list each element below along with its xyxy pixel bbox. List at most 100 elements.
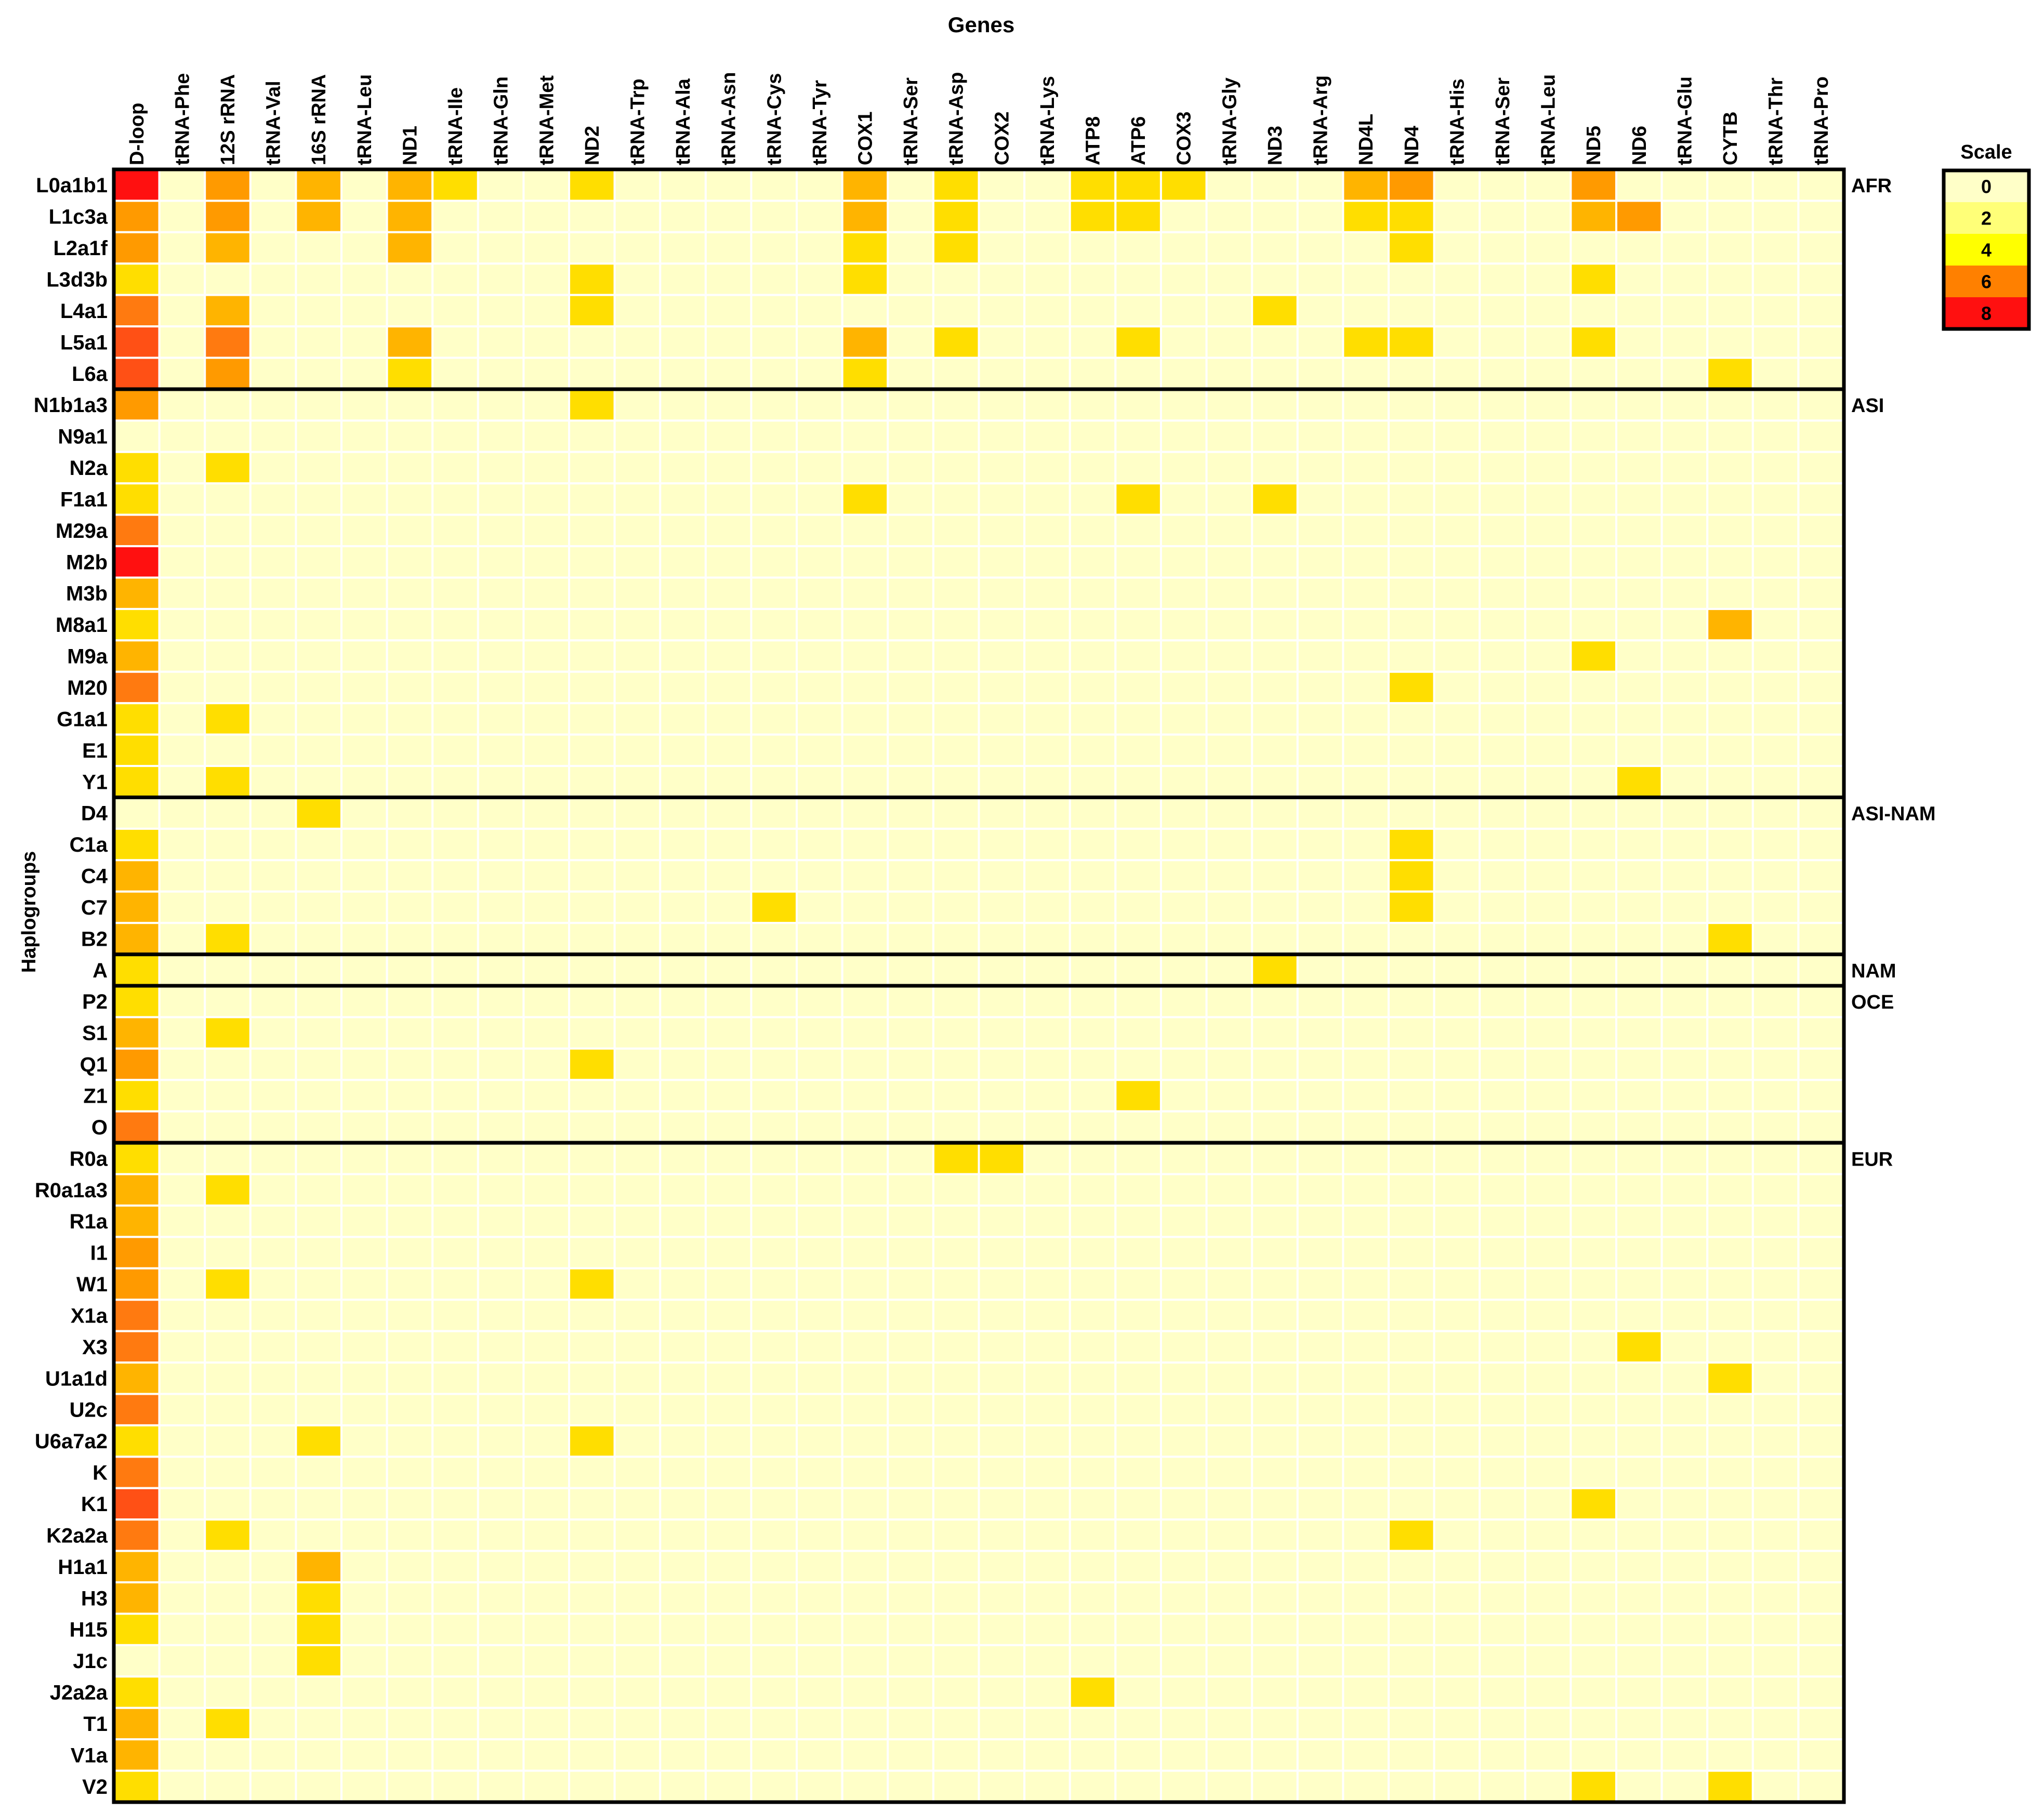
- heatmap-cell: [1751, 1330, 1800, 1364]
- column-label: tRNA-Ile: [445, 87, 467, 165]
- heatmap-cell: [522, 451, 571, 485]
- heatmap-cell: [431, 607, 479, 642]
- heatmap-cell: [1114, 1393, 1162, 1426]
- heatmap-cell: [887, 1393, 934, 1426]
- heatmap-cell: [1479, 451, 1526, 485]
- heatmap-cell: [113, 1456, 161, 1489]
- heatmap-cell: [1387, 1644, 1435, 1678]
- column-label: tRNA-His: [1446, 78, 1468, 165]
- heatmap-cell: [1387, 545, 1435, 579]
- heatmap-cell: [1751, 1738, 1800, 1772]
- heatmap-cell: [1751, 513, 1800, 548]
- heatmap-cell: [295, 1016, 343, 1050]
- heatmap-cell: [796, 1330, 843, 1364]
- heatmap-cell: [1570, 607, 1617, 642]
- heatmap-cell: [1660, 733, 1709, 768]
- heatmap-cell: [295, 733, 343, 768]
- heatmap-cell: [204, 1361, 252, 1395]
- heatmap-cell: [113, 1299, 161, 1332]
- heatmap-cell: [978, 733, 1026, 768]
- heatmap-cell: [158, 985, 206, 1019]
- heatmap-cell: [887, 1110, 934, 1144]
- heatmap-cell: [932, 1173, 980, 1207]
- heatmap-cell: [1387, 168, 1435, 202]
- heatmap-cell: [704, 262, 753, 296]
- heatmap-cell: [1660, 859, 1709, 893]
- heatmap-cell: [1342, 985, 1390, 1019]
- heatmap-cell: [340, 1173, 388, 1207]
- heatmap-cell: [1570, 576, 1617, 610]
- heatmap-cell: [340, 388, 388, 422]
- heatmap-cell: [1751, 1110, 1800, 1144]
- heatmap-cell: [750, 1079, 798, 1113]
- group-frame: [112, 1141, 1846, 1804]
- heatmap-cell: [1251, 356, 1299, 390]
- heatmap-cell: [1706, 953, 1754, 987]
- heatmap-cell: [522, 1424, 571, 1458]
- heatmap-cell: [1251, 545, 1299, 579]
- heatmap-cell: [704, 1424, 753, 1458]
- heatmap-cell: [1751, 827, 1800, 862]
- heatmap-cell: [249, 1769, 297, 1804]
- column-label: tRNA-Asn: [718, 72, 740, 165]
- heatmap-cell: [204, 231, 252, 265]
- heatmap-cell: [1296, 765, 1344, 799]
- heatmap-cell: [613, 922, 662, 956]
- heatmap-cell: [1706, 765, 1754, 799]
- heatmap-cell: [1706, 1330, 1754, 1364]
- heatmap-cell: [887, 200, 934, 233]
- heatmap-cell: [1570, 1424, 1617, 1458]
- heatmap-cell: [1342, 1393, 1390, 1426]
- heatmap-cell: [1433, 859, 1481, 893]
- heatmap-cell: [704, 607, 753, 642]
- heatmap-cell: [477, 1769, 525, 1804]
- heatmap-cell: [978, 1424, 1026, 1458]
- group-label: AFR: [1851, 175, 1892, 197]
- heatmap-cell: [568, 890, 616, 924]
- heatmap-cell: [113, 1236, 161, 1269]
- heatmap-cell: [1433, 388, 1481, 422]
- heatmap-cell: [1296, 670, 1344, 705]
- row-label: D4: [81, 802, 108, 825]
- heatmap-cell: [249, 1707, 297, 1741]
- heatmap-cell: [158, 796, 206, 830]
- heatmap-cell: [1751, 1393, 1800, 1426]
- heatmap-cell: [659, 1393, 707, 1426]
- heatmap-cell: [568, 1110, 616, 1144]
- heatmap-cell: [249, 200, 297, 233]
- heatmap-cell: [841, 953, 889, 987]
- heatmap-cell: [431, 827, 479, 862]
- heatmap-cell: [1433, 890, 1481, 924]
- heatmap-cell: [887, 294, 934, 328]
- heatmap-cell: [659, 356, 707, 390]
- heatmap-cell: [887, 1047, 934, 1081]
- heatmap-cell: [1479, 482, 1526, 516]
- heatmap-cell: [1615, 1424, 1663, 1458]
- heatmap-cell: [1387, 1612, 1435, 1646]
- heatmap-cell: [431, 200, 479, 233]
- heatmap-cell: [340, 356, 388, 390]
- heatmap-cell: [659, 419, 707, 453]
- heatmap-cell: [249, 356, 297, 390]
- heatmap-cell: [1159, 1518, 1208, 1552]
- heatmap-cell: [204, 1016, 252, 1050]
- heatmap-cell: [1615, 545, 1663, 579]
- heatmap-cell: [796, 607, 843, 642]
- heatmap-cell: [1387, 1016, 1435, 1050]
- heatmap-cell: [1570, 1110, 1617, 1144]
- heatmap-cell: [249, 1424, 297, 1458]
- heatmap-cell: [340, 200, 388, 233]
- heatmap-cell: [932, 1769, 980, 1804]
- heatmap-cell: [477, 388, 525, 422]
- heatmap-cell: [750, 1707, 798, 1741]
- heatmap-cell: [1751, 482, 1800, 516]
- heatmap-cell: [932, 388, 980, 422]
- row-label: V2: [82, 1776, 108, 1798]
- heatmap-cell: [1387, 356, 1435, 390]
- heatmap-cell: [158, 419, 206, 453]
- heatmap-cell: [1479, 1173, 1526, 1207]
- heatmap-cell: [249, 1581, 297, 1615]
- heatmap-cell: [295, 1393, 343, 1426]
- heatmap-cell: [704, 827, 753, 862]
- heatmap-cell: [659, 1487, 707, 1521]
